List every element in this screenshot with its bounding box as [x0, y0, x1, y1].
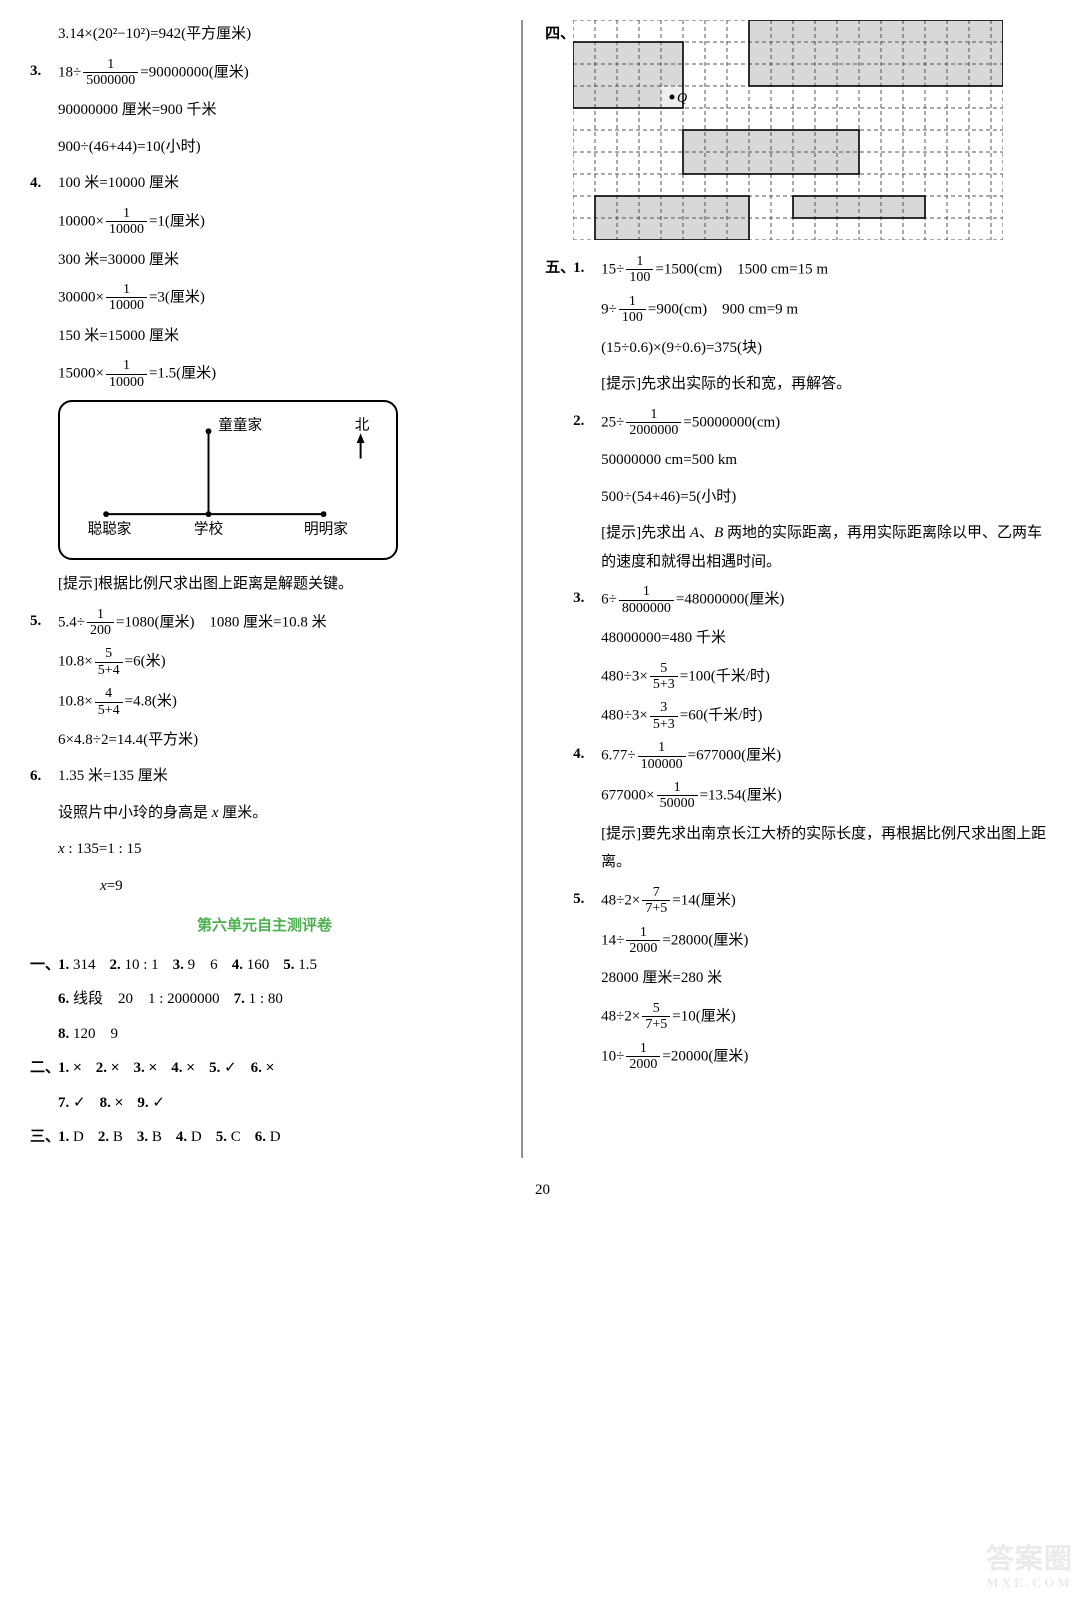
q4-hint: [提示]根据比例尺求出图上距离是解题关键。: [30, 570, 499, 599]
s5q1-l3: (15÷0.6)×(9÷0.6)=375(块): [545, 334, 1055, 363]
s5q3-l2: 48000000=480 千米: [545, 624, 1055, 653]
q5-l2: 10.8×55+4=6(米): [30, 646, 499, 678]
map-svg: 童童家 聪聪家 学校 明明家 北: [60, 402, 396, 558]
s5q5-l2: 14÷12000=28000(厘米): [545, 925, 1055, 957]
unit-title: 第六单元自主测评卷: [30, 912, 499, 941]
s5q5-l4: 48÷2×57+5=10(厘米): [545, 1001, 1055, 1033]
q4-l4: 30000×110000=3(厘米): [30, 282, 499, 314]
s5q1-label: 1.: [573, 254, 584, 283]
q6-l4: x=9: [30, 872, 499, 901]
sec5-q1: 五、 1. 15÷1100=1500(cm) 1500 cm=15 m: [545, 254, 1055, 286]
diagram-mingming: 明明家: [304, 521, 348, 538]
q4: 4. 100 米=10000 厘米: [30, 169, 499, 198]
column-divider: [521, 20, 523, 1158]
s5q1-hint: [提示]先求出实际的长和宽，再解答。: [545, 370, 1055, 399]
q3-label: 3.: [30, 57, 41, 86]
page-container: 3.14×(20²−10²)=942(平方厘米) 3. 18÷15000000=…: [30, 20, 1055, 1158]
section2-row2: 7. ✓ 8. × 9. ✓: [30, 1089, 499, 1118]
grid-label-q: Q: [677, 91, 687, 106]
q4-l1: 100 米=10000 厘米: [58, 175, 179, 191]
q4-l2: 10000×110000=1(厘米): [30, 206, 499, 238]
q4-l5: 150 米=15000 厘米: [30, 322, 499, 351]
right-column: 四、: [525, 20, 1055, 1158]
q3-l3: 900÷(46+44)=10(小时): [30, 133, 499, 162]
s5q2: 2. 25÷12000000=50000000(cm): [545, 407, 1055, 439]
section2-row1: 二、 1. × 2. × 3. × 4. × 5. ✓ 6. ×: [30, 1054, 499, 1083]
section1-row3: 8. 120 9: [30, 1020, 499, 1049]
map-diagram: 童童家 聪聪家 学校 明明家 北: [58, 400, 398, 560]
s5q2-l3: 500÷(54+46)=5(小时): [545, 483, 1055, 512]
line-calc: 3.14×(20²−10²)=942(平方厘米): [30, 20, 499, 49]
s5q3: 3. 6÷18000000=48000000(厘米): [545, 584, 1055, 616]
diagram-north: 北: [355, 416, 370, 433]
q4-label: 4.: [30, 169, 41, 198]
s5q5-l5: 10÷12000=20000(厘米): [545, 1041, 1055, 1073]
q5: 5. 5.4÷1200=1080(厘米) 1080 厘米=10.8 米: [30, 607, 499, 639]
q4-l3: 300 米=30000 厘米: [30, 246, 499, 275]
s5q4-l2: 677000×150000=13.54(厘米): [545, 780, 1055, 812]
section1-row2: 6. 线段 20 1 : 2000000 7. 1 : 80: [30, 985, 499, 1014]
watermark: 答案圈 MXE.COM: [986, 1545, 1073, 1590]
s5q4: 4. 6.77÷1100000=677000(厘米): [545, 740, 1055, 772]
q3-f1: 15000000: [83, 57, 138, 89]
s5q3-l4: 480÷3×35+3=60(千米/时): [545, 700, 1055, 732]
section4: 四、: [545, 20, 1055, 240]
q6-l2: 设照片中小玲的身高是 x 厘米。: [30, 799, 499, 828]
q3: 3. 18÷15000000=90000000(厘米): [30, 57, 499, 89]
grid-svg: Q: [573, 20, 1003, 240]
s5q5: 5. 48÷2×77+5=14(厘米): [545, 885, 1055, 917]
diagram-tongtong: 童童家: [218, 415, 262, 433]
s5q2-l2: 50000000 cm=500 km: [545, 446, 1055, 475]
q6-l3: x : 135=1 : 15: [30, 835, 499, 864]
q5-l4: 6×4.8÷2=14.4(平方米): [30, 726, 499, 755]
q5-label: 5.: [30, 607, 41, 636]
q5-l3: 10.8×45+4=4.8(米): [30, 686, 499, 718]
s5q3-l3: 480÷3×55+3=100(千米/时): [545, 661, 1055, 693]
q3-l1a: 18÷: [58, 64, 81, 80]
section1-row1: 一、 1. 314 2. 10 : 1 3. 9 6 4. 160 5. 1.5: [30, 951, 499, 980]
q4-l6: 15000×110000=1.5(厘米): [30, 358, 499, 390]
sec5-lead: 五、: [545, 254, 575, 283]
s5q4-hint: [提示]要先求出南京长江大桥的实际长度，再根据比例尺求出图上距离。: [545, 820, 1055, 877]
q6-label: 6.: [30, 762, 41, 791]
left-column: 3.14×(20²−10²)=942(平方厘米) 3. 18÷15000000=…: [30, 20, 519, 1158]
s5q5-l3: 28000 厘米=280 米: [545, 964, 1055, 993]
sec4-lead: 四、: [545, 20, 575, 49]
q3-l1b: =90000000(厘米): [140, 64, 248, 80]
q3-l2: 90000000 厘米=900 千米: [30, 96, 499, 125]
diagram-congcong: 聪聪家: [88, 521, 132, 538]
page-number: 20: [30, 1176, 1055, 1205]
diagram-school: 学校: [194, 521, 224, 538]
grid-diagram: Q: [573, 20, 1003, 240]
section3-row: 三、 1. D 2. B 3. B 4. D 5. C 6. D: [30, 1123, 499, 1152]
s5q2-hint: [提示]先求出 A、B 两地的实际距离，再用实际距离除以甲、乙两车的速度和就得出…: [545, 519, 1055, 576]
s5q1-l2: 9÷1100=900(cm) 900 cm=9 m: [545, 294, 1055, 326]
q6: 6. 1.35 米=135 厘米: [30, 762, 499, 791]
